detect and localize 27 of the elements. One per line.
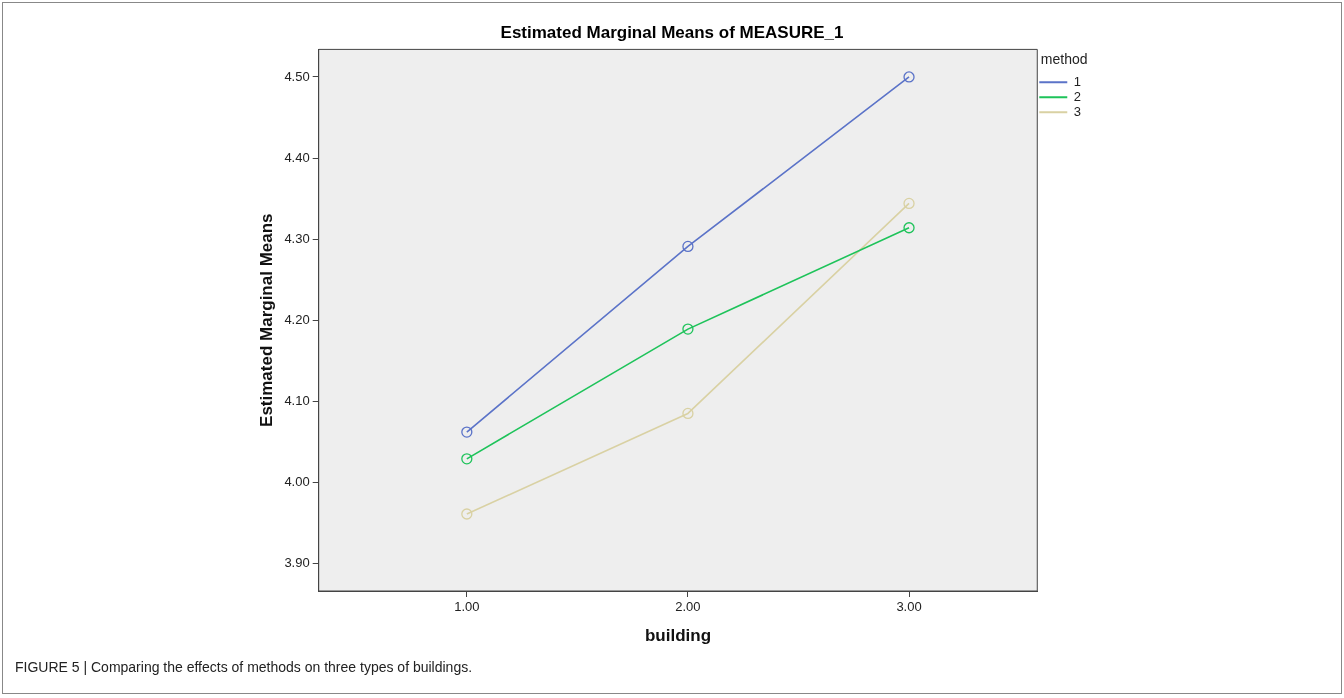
point — [682, 240, 694, 253]
x-tick-label: 2.00 — [675, 599, 701, 615]
y-tick-label: 3.90 — [284, 555, 310, 571]
point — [682, 407, 694, 420]
point — [903, 222, 915, 234]
y-tick-label: 4.10 — [284, 392, 310, 408]
y-tick-label: 4.40 — [284, 149, 310, 165]
y-tick-label: 4.00 — [284, 473, 310, 489]
legend-label: 3 — [1073, 103, 1081, 119]
point — [682, 323, 694, 335]
x-axis-title: building — [644, 626, 712, 646]
point — [461, 453, 473, 465]
legend-title: method — [1040, 50, 1088, 67]
legend-label: 2 — [1073, 88, 1081, 104]
y-tick-label: 4.50 — [284, 68, 310, 84]
chart-title: Estimated Marginal Means of MEASURE_1 — [500, 22, 844, 42]
y-axis-title: Estimated Marginal Means — [256, 213, 276, 427]
point — [903, 71, 915, 83]
point — [461, 508, 473, 520]
legend-label: 1 — [1073, 73, 1081, 89]
caption: FIGURE 5 | Comparing the effects of methods on three types of buildings. — [15, 659, 473, 675]
x-tick-label: 1.00 — [454, 599, 480, 615]
point — [461, 426, 473, 438]
x-tick-label: 3.00 — [896, 599, 922, 615]
y-tick-label: 4.30 — [284, 230, 310, 246]
y-tick-label: 4.20 — [284, 311, 310, 327]
point — [903, 197, 915, 210]
